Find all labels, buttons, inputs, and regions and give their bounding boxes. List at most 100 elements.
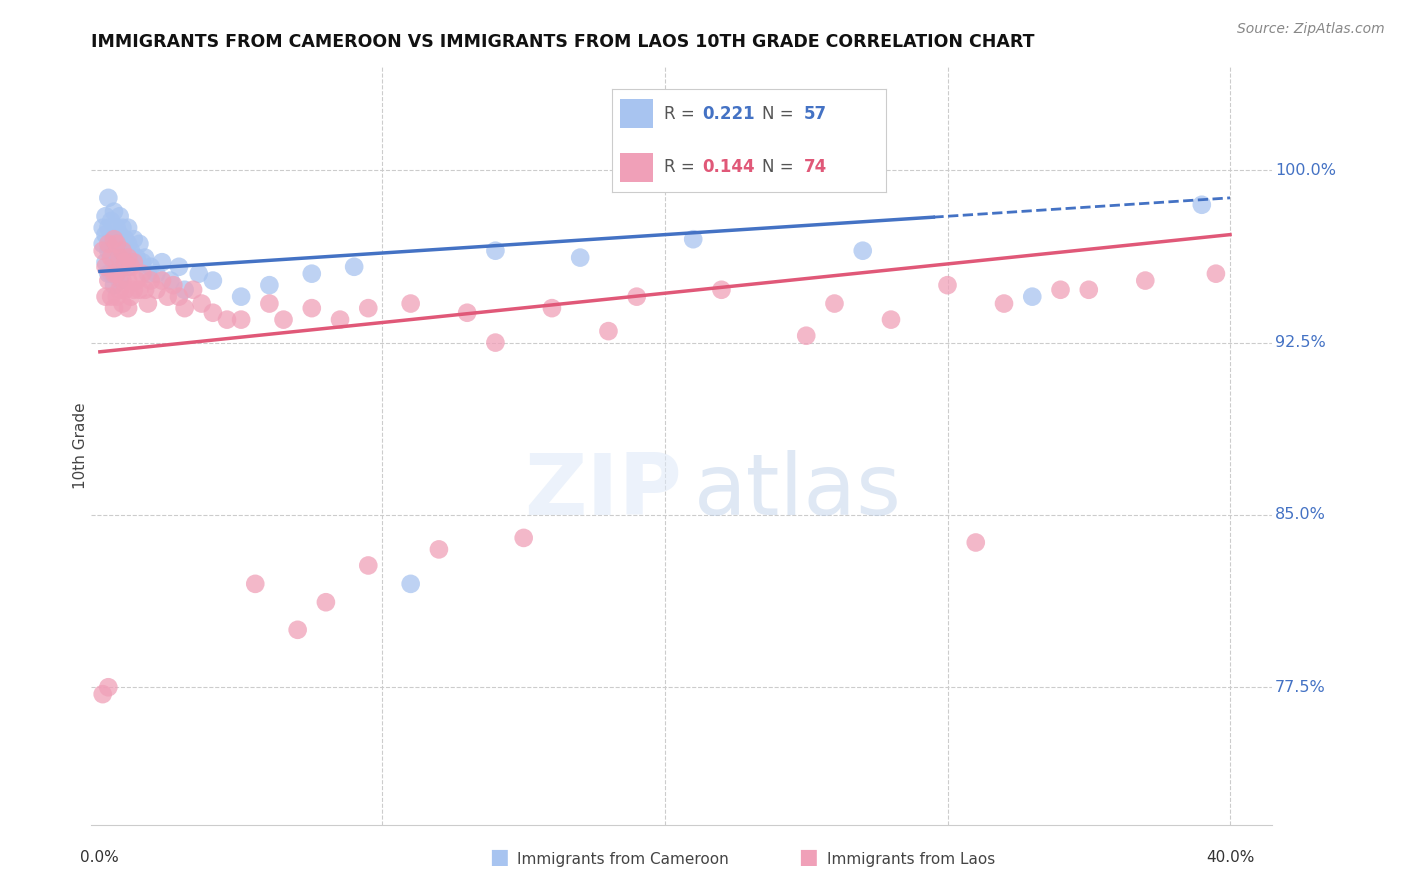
Point: [111, 274, 134, 288]
Point: [173, 301, 195, 315]
Point: [167, 260, 190, 274]
Point: [97, 191, 120, 205]
Point: [122, 232, 145, 246]
Text: 57: 57: [804, 105, 827, 123]
Point: [94, 227, 117, 242]
Point: [105, 260, 128, 274]
Point: [145, 283, 167, 297]
Point: [215, 312, 238, 326]
Point: [150, 274, 173, 288]
Point: [125, 274, 148, 288]
Point: [111, 260, 134, 274]
Point: [145, 267, 167, 281]
Point: [97, 236, 120, 251]
Point: [100, 251, 122, 265]
Point: [100, 267, 122, 281]
Point: [120, 244, 142, 258]
Point: [111, 244, 134, 258]
Point: [259, 296, 281, 310]
Point: [120, 290, 142, 304]
Point: [201, 306, 224, 320]
Point: [201, 274, 224, 288]
Point: [105, 290, 128, 304]
Point: [125, 251, 148, 265]
Point: [301, 301, 323, 315]
Point: [1021, 290, 1043, 304]
Point: [131, 255, 153, 269]
Point: [139, 274, 162, 288]
Point: [259, 278, 281, 293]
Text: 77.5%: 77.5%: [1275, 680, 1326, 695]
Point: [117, 274, 139, 288]
Point: [105, 236, 128, 251]
Point: [399, 577, 422, 591]
Text: ZIP: ZIP: [524, 450, 682, 533]
Point: [134, 283, 156, 297]
Point: [343, 260, 366, 274]
Point: [120, 260, 142, 274]
Text: 92.5%: 92.5%: [1275, 335, 1326, 350]
Text: R =: R =: [664, 158, 700, 176]
Point: [100, 290, 122, 304]
Point: [103, 204, 125, 219]
Point: [541, 301, 564, 315]
Point: [162, 278, 184, 293]
Text: Immigrants from Laos: Immigrants from Laos: [827, 852, 995, 867]
Text: IMMIGRANTS FROM CAMEROON VS IMMIGRANTS FROM LAOS 10TH GRADE CORRELATION CHART: IMMIGRANTS FROM CAMEROON VS IMMIGRANTS F…: [91, 34, 1035, 52]
Point: [598, 324, 620, 338]
Point: [150, 255, 173, 269]
Point: [139, 260, 162, 274]
Text: 0.0%: 0.0%: [80, 850, 120, 865]
Point: [794, 328, 817, 343]
Point: [329, 312, 352, 326]
Point: [427, 542, 450, 557]
Point: [1205, 267, 1227, 281]
Point: [108, 283, 131, 297]
Point: [111, 244, 134, 258]
Point: [91, 687, 114, 701]
Point: [1077, 283, 1099, 297]
Text: 74: 74: [804, 158, 827, 176]
Text: 40.0%: 40.0%: [1206, 850, 1254, 865]
Point: [114, 255, 136, 269]
Point: [108, 251, 131, 265]
Point: [103, 232, 125, 246]
Point: [190, 296, 212, 310]
Point: [108, 227, 131, 242]
Point: [134, 251, 156, 265]
Text: 0.144: 0.144: [702, 158, 755, 176]
Point: [111, 296, 134, 310]
Bar: [620, 99, 652, 128]
Point: [357, 558, 380, 573]
Point: [114, 283, 136, 297]
Point: [245, 577, 267, 591]
Text: ■: ■: [489, 847, 509, 867]
Text: 85.0%: 85.0%: [1275, 508, 1326, 523]
Point: [131, 267, 153, 281]
Point: [181, 283, 204, 297]
Point: [357, 301, 380, 315]
Point: [114, 232, 136, 246]
Point: [512, 531, 534, 545]
Point: [91, 244, 114, 258]
Text: 0.221: 0.221: [702, 105, 755, 123]
Point: [682, 232, 704, 246]
Point: [880, 312, 903, 326]
Point: [105, 236, 128, 251]
Point: [1135, 274, 1157, 288]
Point: [273, 312, 295, 326]
Point: [97, 220, 120, 235]
Point: [94, 290, 117, 304]
Point: [936, 278, 959, 293]
Point: [156, 290, 179, 304]
Point: [173, 283, 195, 297]
Point: [97, 274, 120, 288]
Point: [91, 220, 114, 235]
Point: [103, 232, 125, 246]
Point: [105, 267, 128, 281]
Point: [100, 244, 122, 258]
Point: [231, 312, 253, 326]
Point: [965, 535, 987, 549]
Bar: [620, 153, 652, 181]
Point: [97, 680, 120, 694]
